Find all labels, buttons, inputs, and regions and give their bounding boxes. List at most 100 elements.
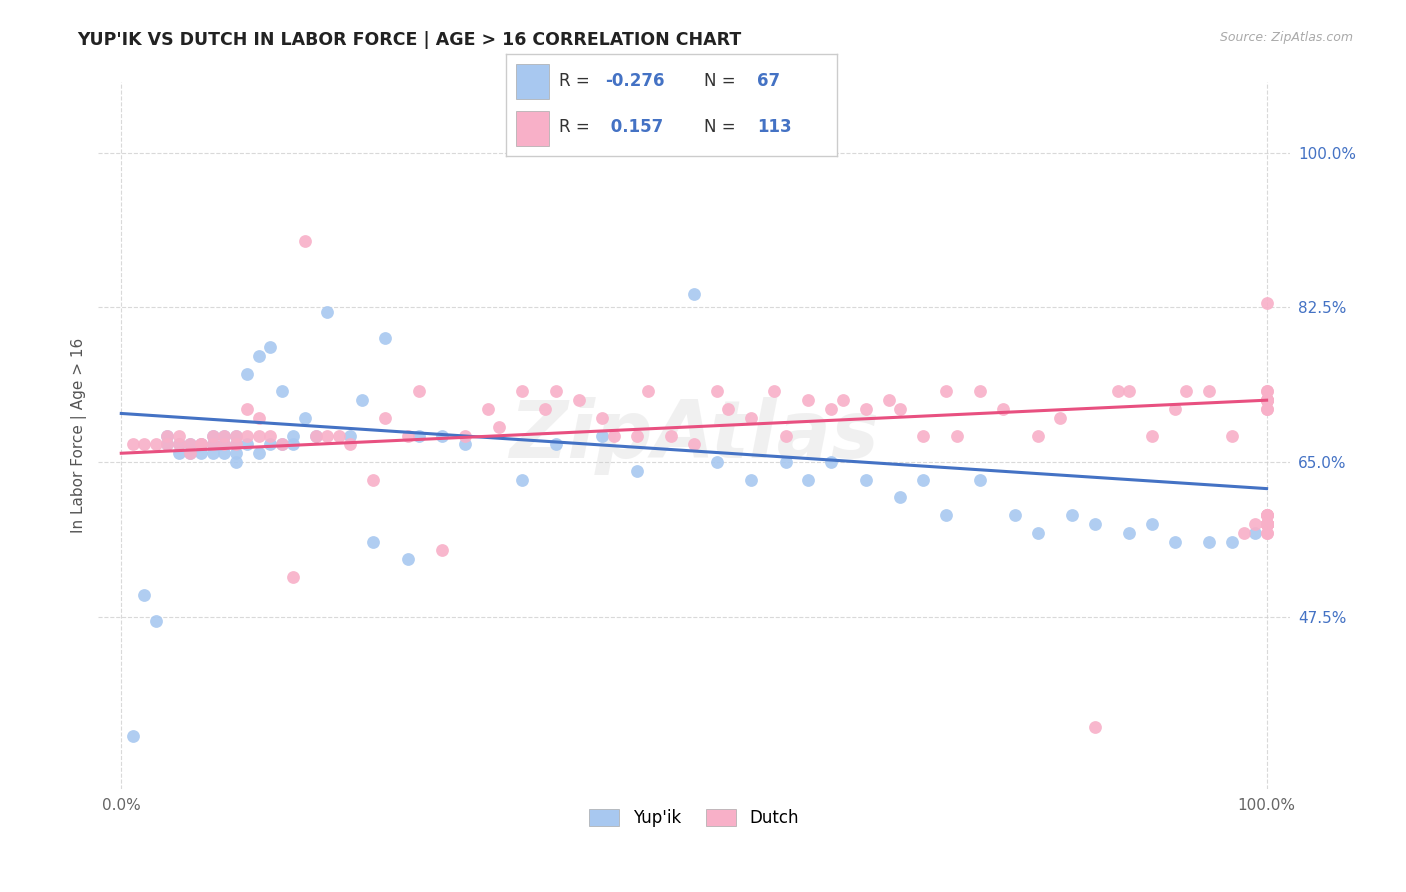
Point [134, 588, 156, 602]
Point [1256, 516, 1278, 531]
Point [775, 428, 797, 442]
Point [259, 437, 281, 451]
Point [1026, 525, 1049, 540]
Point [1256, 296, 1278, 310]
Point [488, 419, 510, 434]
Point [1256, 516, 1278, 531]
Point [1256, 516, 1278, 531]
Point [1256, 516, 1278, 531]
Point [374, 410, 396, 425]
Point [797, 473, 820, 487]
Point [626, 428, 648, 442]
Text: 67: 67 [758, 71, 780, 90]
Point [1256, 516, 1278, 531]
Point [167, 446, 190, 460]
Point [510, 384, 533, 399]
Point [305, 428, 328, 442]
Point [820, 455, 842, 469]
Point [121, 437, 143, 451]
Point [156, 428, 179, 442]
Point [1256, 525, 1278, 540]
Point [430, 428, 453, 442]
Point [396, 428, 419, 442]
Point [190, 437, 212, 451]
Point [1256, 508, 1278, 523]
Point [946, 428, 969, 442]
Point [270, 384, 292, 399]
Point [1256, 393, 1278, 408]
Point [1060, 508, 1083, 523]
Point [294, 234, 316, 248]
Point [1256, 516, 1278, 531]
Point [1256, 525, 1278, 540]
Point [156, 437, 179, 451]
Point [1084, 720, 1107, 734]
Point [339, 437, 361, 451]
Point [225, 446, 247, 460]
Point [763, 384, 786, 399]
Point [225, 437, 247, 451]
Point [201, 428, 224, 442]
Point [477, 402, 499, 417]
Point [1256, 516, 1278, 531]
Point [1256, 402, 1278, 417]
Point [820, 402, 842, 417]
Point [214, 437, 236, 451]
Point [350, 393, 373, 408]
Point [659, 428, 682, 442]
Point [1140, 428, 1163, 442]
Point [1107, 384, 1129, 399]
Point [1026, 428, 1049, 442]
Point [225, 428, 247, 442]
Point [201, 446, 224, 460]
Text: N =: N = [704, 118, 735, 136]
Point [179, 437, 201, 451]
Point [1256, 516, 1278, 531]
Point [156, 428, 179, 442]
Point [1233, 525, 1256, 540]
Point [316, 428, 339, 442]
Point [201, 428, 224, 442]
Point [1256, 516, 1278, 531]
Point [1220, 428, 1243, 442]
Point [568, 393, 591, 408]
Point [236, 428, 259, 442]
Text: R =: R = [560, 71, 589, 90]
Point [281, 570, 304, 584]
Point [1004, 508, 1026, 523]
Point [1256, 516, 1278, 531]
Point [225, 428, 247, 442]
Point [225, 455, 247, 469]
Point [305, 428, 328, 442]
Point [1256, 516, 1278, 531]
Point [911, 473, 934, 487]
Point [1256, 516, 1278, 531]
Point [1244, 525, 1267, 540]
Text: YUP'IK VS DUTCH IN LABOR FORCE | AGE > 16 CORRELATION CHART: YUP'IK VS DUTCH IN LABOR FORCE | AGE > 1… [77, 31, 741, 49]
Point [201, 437, 224, 451]
Point [214, 446, 236, 460]
Point [259, 340, 281, 354]
Point [1256, 393, 1278, 408]
Point [281, 437, 304, 451]
Point [1256, 516, 1278, 531]
Point [1256, 402, 1278, 417]
Point [1140, 516, 1163, 531]
Point [236, 402, 259, 417]
Point [190, 437, 212, 451]
Point [214, 428, 236, 442]
Point [145, 614, 167, 628]
Point [1118, 384, 1140, 399]
Point [1244, 516, 1267, 531]
Point [167, 428, 190, 442]
Point [1256, 516, 1278, 531]
Point [430, 543, 453, 558]
Point [361, 534, 384, 549]
Point [889, 491, 911, 505]
Point [1118, 525, 1140, 540]
Point [706, 455, 728, 469]
Point [1256, 516, 1278, 531]
Point [1256, 393, 1278, 408]
Point [214, 428, 236, 442]
Point [969, 384, 991, 399]
